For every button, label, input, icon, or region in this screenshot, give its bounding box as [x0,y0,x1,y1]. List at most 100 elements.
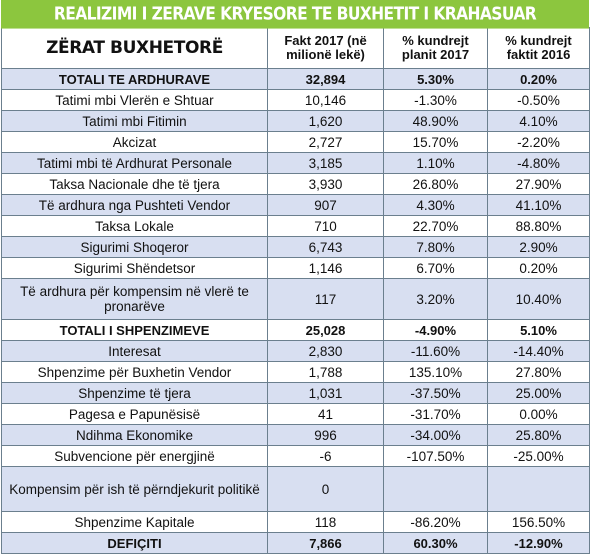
row-label: Shpenzime të tjera [1,382,268,404]
header-row: ZËRAT BUXHETORË Fakt 2017 (në milionë le… [1,27,590,69]
prev-year-percent: 27.80% [487,361,590,383]
table-title: REALIZIMI I ZERAVE KRYESORE TE BUXHETIT … [1,0,589,29]
fakt-value: 1,620 [267,110,384,132]
table-row: Të ardhura për kompensim në vlerë te pro… [1,278,590,320]
prev-year-percent: 41.10% [487,194,590,216]
prev-year-percent: 27.90% [487,173,590,195]
fakt-value: 118 [267,511,384,533]
table-row: Taksa Nacionale dhe të tjera 3,930 26.80% 2… [1,173,590,195]
fakt-value: 3,185 [267,152,384,174]
plan-percent: -1.30% [383,89,488,111]
plan-percent: -86.20% [383,511,488,533]
fakt-value: 117 [267,278,384,320]
header-vs-plan-2017: % kundrejt planit 2017 [383,27,488,69]
fakt-value: 710 [267,215,384,237]
plan-percent [383,466,488,512]
fakt-value: 2,830 [267,340,384,362]
prev-year-percent: 0.20% [487,68,590,90]
fakt-value: 6,743 [267,236,384,258]
row-label: Subvencione për energjinë [1,445,268,467]
plan-percent: 135.10% [383,361,488,383]
row-label: Të ardhura për kompensim në vlerë te pro… [1,278,268,320]
fakt-value: 2,727 [267,131,384,153]
table-row: Shpenzime të tjera 1,031 -37.50% 25.00% [1,382,590,404]
prev-year-percent: -12.90% [487,532,590,554]
prev-year-percent: 0.20% [487,257,590,279]
row-label: Tatimi mbi të Ardhurat Personale [1,152,268,174]
total-row: DEFIÇITI 7,866 60.30% -12.90% [1,532,590,554]
row-label: TOTALI I SHPENZIMEVE [1,319,268,341]
fakt-value: 0 [267,466,384,512]
prev-year-percent: 2.90% [487,236,590,258]
plan-percent: 5.30% [383,68,488,90]
fakt-value: 1,031 [267,382,384,404]
table-row: Shpenzime për Buxhetin Vendor 1,788 135.10… [1,361,590,383]
prev-year-percent: 0.00% [487,403,590,425]
table-row: Ndihma Ekonomike 996 -34.00% 25.80% [1,424,590,446]
plan-percent: -37.50% [383,382,488,404]
plan-percent: -11.60% [383,340,488,362]
table-row: Interesat 2,830 -11.60% -14.40% [1,340,590,362]
prev-year-percent: 10.40% [487,278,590,320]
plan-percent: 26.80% [383,173,488,195]
prev-year-percent [487,466,590,512]
row-label: Pagesa e Papunësisë [1,403,268,425]
prev-year-percent: -4.80% [487,152,590,174]
fakt-value: 996 [267,424,384,446]
prev-year-percent: 25.00% [487,382,590,404]
fakt-value: 907 [267,194,384,216]
plan-percent: 7.80% [383,236,488,258]
row-label: Ndihma Ekonomike [1,424,268,446]
row-label: Tatimi mbi Fitimin [1,110,268,132]
table-row: Sigurimi Shëndetsor 1,146 6.70% 0.20% [1,257,590,279]
row-label: Shpenzime për Buxhetin Vendor [1,361,268,383]
row-label: Shpenzime Kapitale [1,511,268,533]
header-vs-fakt-2016: % kundrejt faktit 2016 [487,27,590,69]
fakt-value: 25,028 [267,319,384,341]
table-row: Tatimi mbi Vlerën e Shtuar 10,146 -1.30% -0… [1,89,590,111]
table-body: TOTALI TE ARDHURAVE 32,894 5.30% 0.20% Tatim… [1,68,590,554]
plan-percent: 6.70% [383,257,488,279]
plan-percent: 22.70% [383,215,488,237]
budget-table: ZËRAT BUXHETORË Fakt 2017 (në milionë le… [1,27,590,554]
table-row: Kompensim për ish të përndjekurit politi… [1,466,590,512]
row-label: Sigurimi Shëndetsor [1,257,268,279]
plan-percent: 4.30% [383,194,488,216]
plan-percent: 15.70% [383,131,488,153]
plan-percent: 48.90% [383,110,488,132]
table-row: Tatimi mbi Fitimin 1,620 48.90% 4.10% [1,110,590,132]
table-row: Taksa Lokale 710 22.70% 88.80% [1,215,590,237]
prev-year-percent: 4.10% [487,110,590,132]
row-label: Taksa Nacionale dhe të tjera [1,173,268,195]
fakt-value: 1,146 [267,257,384,279]
plan-percent: 60.30% [383,532,488,554]
plan-percent: -107.50% [383,445,488,467]
total-row: TOTALI I SHPENZIMEVE 25,028 -4.90% 5.10% [1,319,590,341]
row-label: Interesat [1,340,268,362]
row-label: Kompensim për ish të përndjekurit politi… [1,466,268,512]
fakt-value: 7,866 [267,532,384,554]
prev-year-percent: -14.40% [487,340,590,362]
plan-percent: -31.70% [383,403,488,425]
row-label: TOTALI TE ARDHURAVE [1,68,268,90]
row-label: Akcizat [1,131,268,153]
table-row: Pagesa e Papunësisë 41 -31.70% 0.00% [1,403,590,425]
table-row: Akcizat 2,727 15.70% -2.20% [1,131,590,153]
prev-year-percent: -25.00% [487,445,590,467]
total-row: TOTALI TE ARDHURAVE 32,894 5.30% 0.20% [1,68,590,90]
plan-percent: 3.20% [383,278,488,320]
header-budget-items: ZËRAT BUXHETORË [1,27,268,69]
fakt-value: 32,894 [267,68,384,90]
row-label: DEFIÇITI [1,532,268,554]
row-label: Taksa Lokale [1,215,268,237]
fakt-value: 10,146 [267,89,384,111]
table-row: Subvencione për energjinë -6 -107.50% -25.0… [1,445,590,467]
prev-year-percent: 88.80% [487,215,590,237]
prev-year-percent: -0.50% [487,89,590,111]
table-row: Tatimi mbi të Ardhurat Personale 3,185 1.1… [1,152,590,174]
prev-year-percent: 156.50% [487,511,590,533]
row-label: Sigurimi Shoqeror [1,236,268,258]
plan-percent: -34.00% [383,424,488,446]
row-label: Tatimi mbi Vlerën e Shtuar [1,89,268,111]
